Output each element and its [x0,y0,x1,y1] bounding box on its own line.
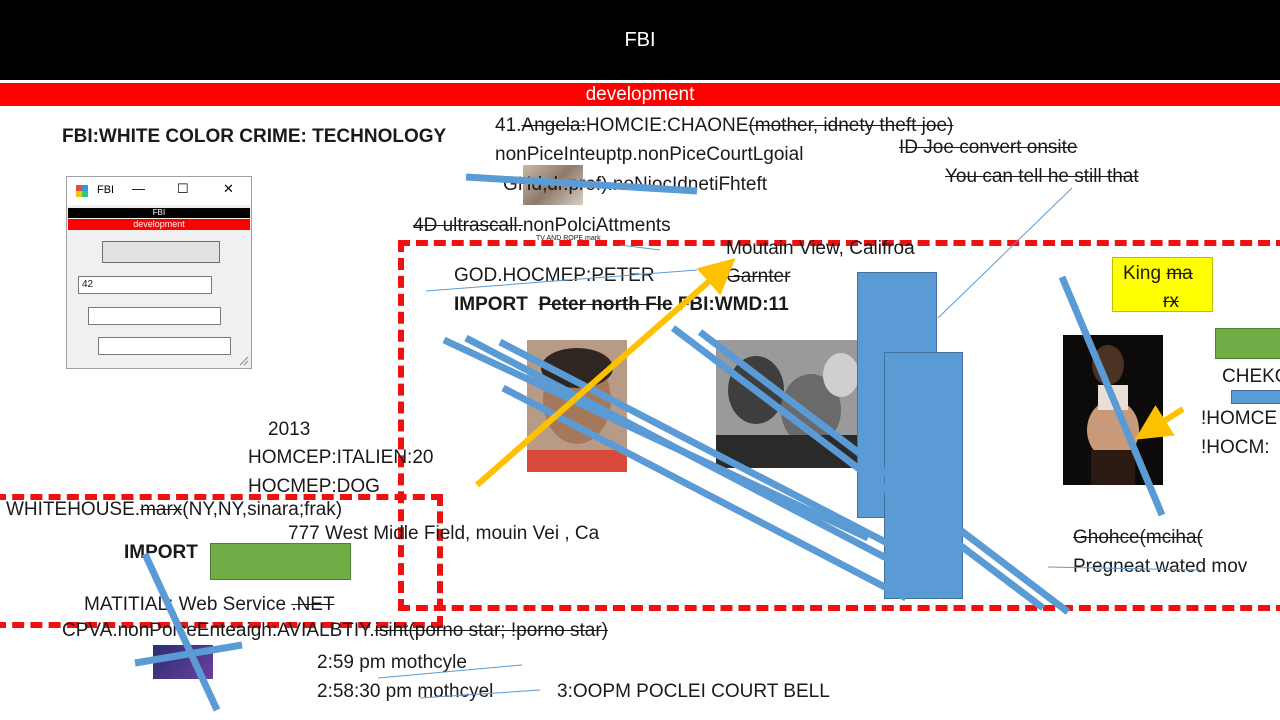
blue-stroke-5 [670,325,1046,611]
note-god: GOD.HOCMEP:PETER [454,265,655,286]
fbi-banner: FBI [0,0,1280,80]
note-time-2: 2:58:30 pm mothcyel [317,681,494,702]
development-bar: development [0,83,1280,106]
close-icon[interactable]: ✕ [223,181,234,196]
note-import-2: IMPORT [124,542,198,563]
blue-stroke-top [465,173,698,195]
note-mountain-view: Moutain View, Califroa [726,238,915,259]
note-garnter: Garnter [726,266,791,287]
green-bar-import [210,543,351,580]
yellow-arrow-small [1134,405,1185,440]
cpva-main: CPVA.nonPolceEnteaigh:AVIALBTIY. [62,620,375,641]
thin-line-caption [619,244,661,251]
resize-grip-icon[interactable] [239,356,249,366]
note-italien: HOMCEP:ITALIEN:20 [248,447,434,468]
blue-stroke-7 [1058,275,1166,517]
man-portrait-photo [527,340,627,472]
whitehouse-prefix: WHITEHOUSE. [6,499,141,520]
yellow-arrow-main [475,258,736,488]
matitial-main: MATITIAL: Web Service [84,594,292,615]
whitehouse-dashed-frame [0,494,443,628]
mini-banner: FBI [68,208,250,218]
blue-bar-small [1231,390,1280,404]
thin-line-pregneat [1047,566,1201,571]
ultrascall-strike: 4D ultrascall. [413,215,523,236]
minimize-icon[interactable]: — [132,181,145,196]
main-dashed-frame [398,240,1280,611]
note-import-peter: IMPORT Peter north Fle FBI:WMD:11 [454,294,789,316]
mini-app-window: FBI — ☐ ✕ FBI development 42 [66,176,252,369]
import-tail: FBI:WMD:11 [677,294,789,315]
import-strike: Peter north Fle [538,294,673,315]
note-cpva: CPVA.nonPolceEnteaigh:AVIALBTIY.isiht(po… [62,620,608,642]
blue-stroke-6 [697,329,1071,615]
cpva-strike: isiht(porno star; !porno star) [374,620,609,641]
king-strike-1: ma [1166,263,1193,284]
king-yellow-box: King ma rx [1112,257,1213,312]
angela-tail: (mother, idnety theft joe) [748,115,954,136]
import-label: IMPORT [454,294,528,315]
mini-input-3[interactable] [98,337,231,355]
blue-stroke-4 [501,384,908,602]
whitehouse-strike: marx [140,499,183,520]
thin-line-god [425,269,698,292]
blue-stroke-2 [464,334,892,564]
note-homce-1: !HOMCE [1201,408,1277,429]
king-label: King [1123,263,1162,284]
whitehouse-tail: (NY,NY,sinara;frak) [182,499,343,520]
note-cheko: CHEKO [1222,366,1280,387]
note-line-nonpice: nonPiceInteuptp.nonPiceCourtLgoial [495,144,804,165]
app-icon [76,185,88,197]
note-address: 777 West Midle Field, mouin Vei , Ca [288,523,600,544]
note-id-joe: ID Joe convert onsite [899,137,1078,158]
blue-stroke-8 [141,552,221,712]
pregnant-woman-photo [1063,335,1163,485]
thin-line-time [377,664,523,679]
note-dog: HOCMEP:DOG [248,476,380,497]
thin-line-time-2 [419,689,541,699]
blue-stroke-9 [134,641,243,667]
mini-button[interactable] [102,241,220,263]
king-strike-2: rx [1163,291,1179,312]
note-tell: You can tell he still that [945,166,1139,187]
note-time-1: 2:59 pm mothcyle [317,652,467,673]
tiny-caption: TV AND ROPE mark [536,235,601,242]
page-heading: FBI:WHITE COLOR CRIME: TECHNOLOGY [62,126,447,147]
note-ghohce: Ghohce(mciha( [1073,527,1203,548]
note-homce-2: !HOCM: [1201,437,1270,458]
note-line-angela: 41.Angela:HOMCIE:CHAONE(mother, idnety t… [495,115,953,137]
note-ultrascall: 4D ultrascall.nonPolciAttments [413,215,671,237]
mini-window-title: FBI [97,184,115,196]
banner-subtitle: development [585,83,695,105]
maximize-icon[interactable]: ☐ [177,181,189,196]
note-pregneat: Pregneat wated mov [1073,556,1248,577]
note-whitehouse: WHITEHOUSE.marx(NY,NY,sinara;frak) [6,499,342,521]
note-matitial: MATITIAL: Web Service .NET [84,594,335,616]
mini-dev-bar: development [68,219,250,230]
blue-stroke-3 [498,338,922,564]
mini-input-1[interactable]: 42 [78,276,212,294]
banner-title: FBI [624,28,656,51]
ultrascall-main: nonPolciAttments [522,215,671,236]
mini-titlebar: FBI — ☐ ✕ [67,177,251,205]
mini-input-2[interactable] [88,307,221,325]
note-year: 2013 [268,419,311,440]
angela-main: HOMCIE:CHAONE [585,115,749,136]
green-bar-right [1215,328,1280,359]
thin-line-tell [937,187,1073,319]
angela-prefix: 41. [495,115,522,136]
note-court: 3:OOPM POCLEI COURT BELL [557,681,830,702]
matitial-strike: .NET [291,594,335,615]
angela-strike: Angela: [521,115,586,136]
